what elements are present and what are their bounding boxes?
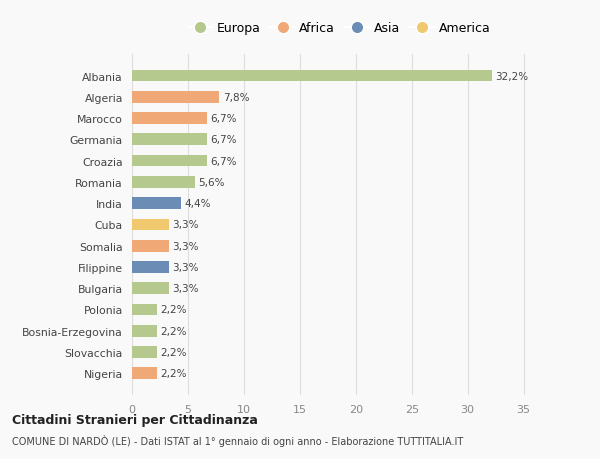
Bar <box>132 198 181 209</box>
Text: Cittadini Stranieri per Cittadinanza: Cittadini Stranieri per Cittadinanza <box>12 413 258 426</box>
Text: 5,6%: 5,6% <box>198 178 224 187</box>
Bar <box>132 156 207 167</box>
Bar <box>132 113 207 125</box>
Text: 2,2%: 2,2% <box>160 326 187 336</box>
Text: 6,7%: 6,7% <box>211 135 237 145</box>
Text: 3,3%: 3,3% <box>172 220 199 230</box>
Text: 2,2%: 2,2% <box>160 347 187 357</box>
Text: COMUNE DI NARDÒ (LE) - Dati ISTAT al 1° gennaio di ogni anno - Elaborazione TUTT: COMUNE DI NARDÒ (LE) - Dati ISTAT al 1° … <box>12 434 463 446</box>
Bar <box>132 325 157 337</box>
Text: 4,4%: 4,4% <box>185 199 211 209</box>
Bar <box>132 368 157 379</box>
Bar <box>132 283 169 294</box>
Text: 7,8%: 7,8% <box>223 93 249 102</box>
Text: 2,2%: 2,2% <box>160 305 187 315</box>
Bar <box>132 304 157 316</box>
Text: 6,7%: 6,7% <box>211 114 237 124</box>
Text: 3,3%: 3,3% <box>172 241 199 251</box>
Bar <box>132 92 219 103</box>
Text: 2,2%: 2,2% <box>160 369 187 379</box>
Text: 32,2%: 32,2% <box>496 71 529 81</box>
Bar <box>132 262 169 273</box>
Bar <box>132 71 492 82</box>
Text: 3,3%: 3,3% <box>172 284 199 294</box>
Text: 3,3%: 3,3% <box>172 263 199 272</box>
Bar <box>132 134 207 146</box>
Bar <box>132 241 169 252</box>
Bar <box>132 219 169 231</box>
Legend: Europa, Africa, Asia, America: Europa, Africa, Asia, America <box>182 17 496 40</box>
Bar <box>132 177 194 188</box>
Bar <box>132 347 157 358</box>
Text: 6,7%: 6,7% <box>211 156 237 166</box>
